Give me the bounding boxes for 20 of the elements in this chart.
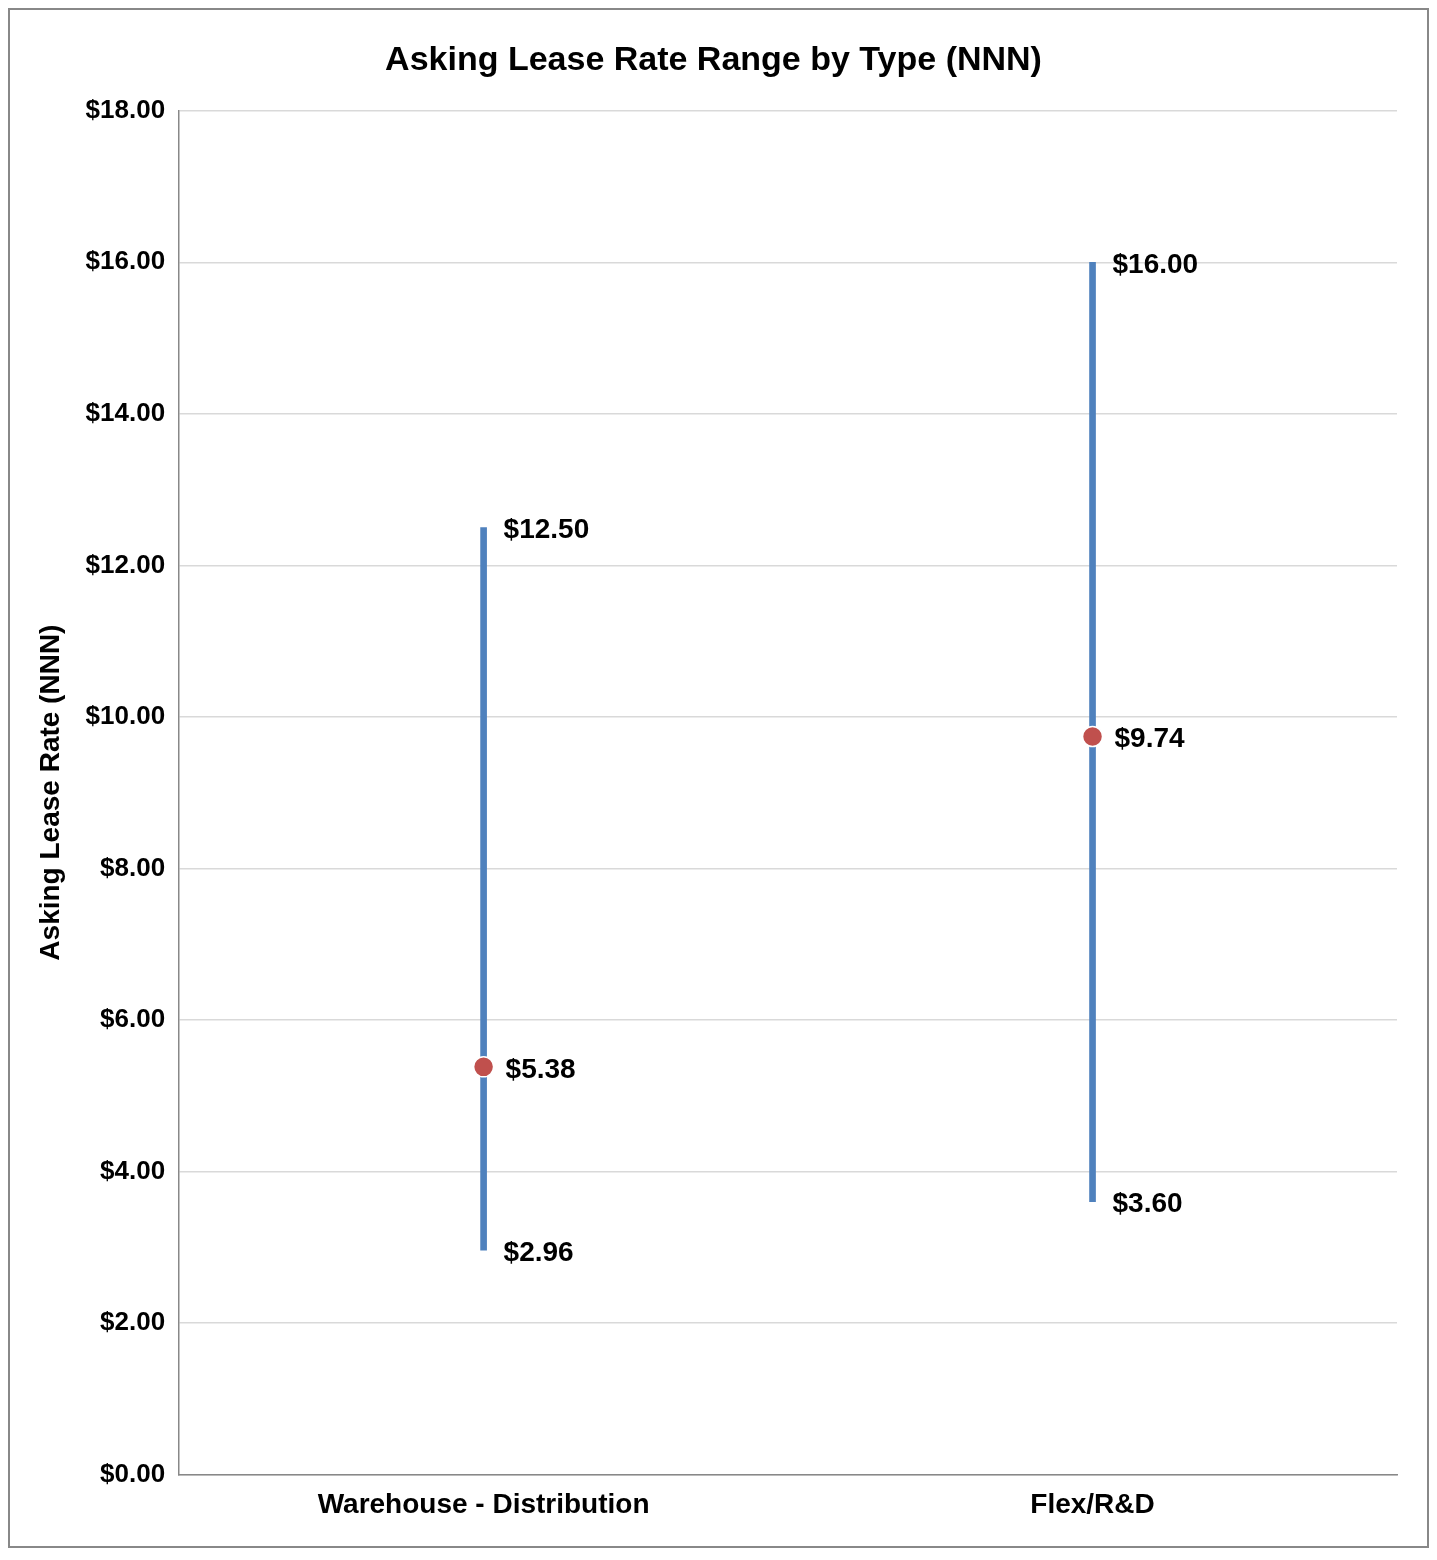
y-tick-label: $18.00 bbox=[85, 93, 166, 124]
y-tick-label: $12.00 bbox=[85, 548, 166, 579]
y-tick-label: $8.00 bbox=[100, 851, 166, 882]
x-tick-label: Flex/R&D bbox=[1030, 1487, 1155, 1519]
y-tick-label: $6.00 bbox=[100, 1003, 166, 1034]
annotation: $3.60 bbox=[1112, 1187, 1183, 1219]
annotation: $16.00 bbox=[1112, 248, 1199, 280]
y-tick-label: $4.00 bbox=[100, 1154, 166, 1185]
data-label: $5.38 bbox=[505, 1052, 576, 1084]
annotation: $12.50 bbox=[503, 513, 590, 545]
y-tick-label: $0.00 bbox=[100, 1457, 166, 1488]
y-axis-title: Asking Lease Rate (NNN) bbox=[33, 624, 65, 961]
x-tick-label: Warehouse - Distribution bbox=[317, 1487, 650, 1519]
data-label: $9.74 bbox=[1114, 722, 1186, 754]
y-tick-label: $16.00 bbox=[85, 245, 166, 276]
y-tick-label: $2.00 bbox=[100, 1306, 166, 1337]
y-tick-label: $14.00 bbox=[85, 396, 166, 427]
y-tick-label: $10.00 bbox=[85, 700, 166, 731]
chart-title: Asking Lease Rate Range by Type (NNN) bbox=[385, 38, 1042, 77]
annotation: $2.96 bbox=[503, 1235, 574, 1267]
